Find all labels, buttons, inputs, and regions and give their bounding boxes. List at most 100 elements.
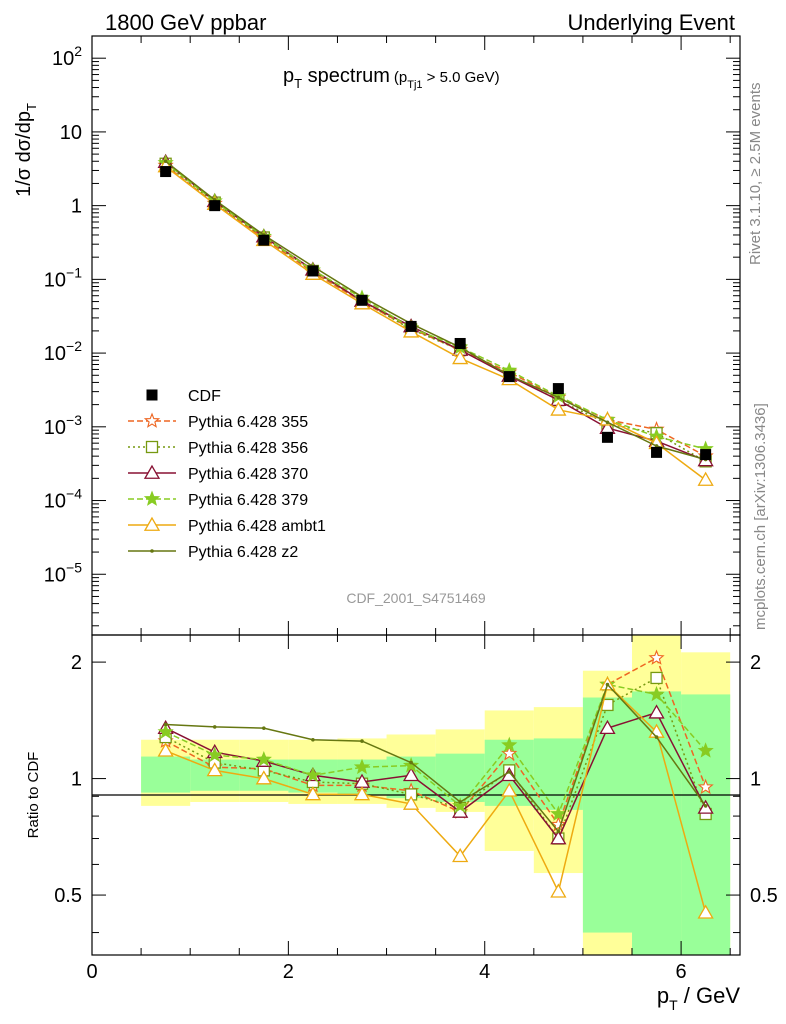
- legend-marker-CDF: [146, 389, 158, 401]
- ratio-line-p356: [165, 676, 707, 841]
- legend-label-z2: Pythia 6.428 z2: [188, 544, 298, 561]
- main-point-z2: [605, 420, 610, 425]
- main-point-CDF: [209, 200, 221, 212]
- ratio-point-z2: [409, 760, 413, 765]
- main-point-CDF: [700, 449, 712, 461]
- main-ytick-label: 10−2: [44, 338, 82, 365]
- ratio-xtick-label: 4: [479, 961, 490, 983]
- main-point-CDF: [405, 320, 417, 332]
- ratio-series-z2: [163, 682, 708, 834]
- ratio-point-ambt1: [206, 762, 223, 777]
- ratio-point-ambt1: [157, 742, 174, 757]
- main-ylabel: 1/σ dσ/dpT: [13, 103, 39, 197]
- ratio-point-z2: [703, 804, 708, 808]
- ratio-point-p370: [550, 830, 567, 845]
- ratio-ytick-label-right: 0.5: [750, 885, 778, 907]
- legend-entry-ambt1: Pythia 6.428 ambt1: [128, 516, 326, 535]
- ratio-point-p379: [353, 758, 371, 775]
- ratio-point-ambt1: [501, 782, 518, 797]
- ratio-ytick-label-left: 0.5: [54, 885, 82, 907]
- ratio-point-p370: [648, 704, 665, 719]
- ratio-ytick-label-right: 2: [750, 652, 761, 674]
- ratio-band-inner: [582, 697, 632, 933]
- main-ytick-label: 10−5: [44, 559, 82, 586]
- main-point-CDF: [258, 234, 270, 246]
- rivet-label: Rivet 3.1.10, ≥ 2.5M events: [747, 83, 764, 266]
- analysis-id: CDF_2001_S4751469: [346, 590, 486, 606]
- main-series-ambt1: [157, 158, 714, 486]
- ratio-point-p379: [304, 766, 322, 783]
- main-yticks: 102 10 1 10−1 10−2 10−3 10−4 10−5: [44, 35, 740, 627]
- ratio-point-p379: [157, 723, 174, 739]
- main-ytick-label: 1: [71, 196, 82, 218]
- main-point-z2: [163, 159, 168, 164]
- ratio-line-z2: [165, 683, 707, 834]
- ratio-point-z2: [654, 735, 659, 739]
- main-line-p355: [165, 164, 706, 457]
- ratio-point-z2: [262, 726, 266, 730]
- ratio-point-ambt1: [402, 795, 420, 810]
- main-point-ambt1: [599, 411, 616, 426]
- main-ytick-label: 10−4: [44, 486, 82, 513]
- legend: CDF Pythia 6.428 355 Pythia 6.428 356 Pythi…: [128, 388, 326, 561]
- legend-label-p356: Pythia 6.428 356: [188, 440, 308, 457]
- ratio-point-p355: [648, 649, 665, 665]
- legend-entry-p370: Pythia 6.428 370: [128, 464, 308, 483]
- x-axis-label: pT / GeV: [657, 983, 740, 1013]
- ratio-point-z2: [556, 829, 561, 834]
- ratio-point-p379: [452, 797, 469, 813]
- ratio-point-p379: [255, 750, 272, 767]
- main-point-ambt1: [697, 471, 714, 486]
- ratio-point-p379: [206, 746, 223, 763]
- legend-entry-p379: Pythia 6.428 379: [128, 490, 308, 509]
- ratio-point-ambt1: [697, 904, 714, 919]
- legend-marker-z2: [150, 549, 154, 553]
- legend-label-CDF: CDF: [188, 388, 221, 405]
- ratio-xtick-label: 6: [676, 961, 687, 983]
- ratio-xtick-label: 0: [86, 961, 97, 983]
- legend-marker-p379: [143, 490, 161, 506]
- main-panel: 102 10 1 10−1 10−2 10−3 10−4 10−5 pT spectrum (p…: [13, 35, 741, 636]
- ratio-point-p356: [650, 671, 663, 685]
- ratio-point-p370: [599, 719, 616, 735]
- main-point-CDF: [552, 383, 564, 395]
- main-series-p379: [157, 154, 714, 456]
- ratio-point-z2: [458, 800, 462, 804]
- ratio-point-p355: [550, 816, 567, 832]
- ratio-marks: [157, 649, 714, 919]
- legend-label-p370: Pythia 6.428 370: [188, 466, 308, 483]
- ratio-ytick-label-left: 1: [71, 769, 82, 791]
- main-line-z2: [165, 160, 706, 461]
- ratio-point-ambt1: [452, 847, 469, 863]
- legend-label-p355: Pythia 6.428 355: [188, 414, 308, 431]
- legend-entry-p356: Pythia 6.428 356: [128, 440, 308, 457]
- ratio-point-z2: [605, 682, 610, 687]
- main-series-CDF: [160, 166, 712, 461]
- ratio-point-p379: [697, 742, 714, 758]
- header-right: Underlying Event: [567, 10, 735, 35]
- main-point-CDF: [454, 337, 466, 349]
- ratio-frame: [91, 634, 741, 956]
- ratio-ytick-label-right: 1: [750, 769, 761, 791]
- legend-marker-p370: [143, 464, 161, 479]
- ratio-point-z2: [212, 725, 217, 729]
- main-point-CDF: [601, 431, 613, 443]
- ratio-xticks: 0 2 4 6: [86, 635, 731, 983]
- main-ytick-label: 10−1: [44, 264, 82, 291]
- main-point-ambt1: [452, 349, 469, 365]
- ratio-point-z2: [311, 737, 315, 742]
- main-ytick-label: 10: [60, 122, 82, 144]
- ratio-ytick-label-left: 2: [71, 652, 82, 674]
- ratio-point-p379: [550, 805, 567, 821]
- ratio-point-p355: [697, 778, 714, 795]
- main-point-CDF: [651, 446, 663, 458]
- main-point-CDF: [307, 265, 319, 277]
- ratio-point-ambt1: [353, 786, 371, 801]
- main-point-CDF: [356, 294, 368, 306]
- ratio-point-p379: [402, 757, 420, 773]
- ratio-band-inner: [435, 753, 485, 802]
- legend-marker-p355: [143, 412, 161, 428]
- ratio-band-inner: [533, 738, 583, 810]
- main-point-z2: [654, 444, 659, 448]
